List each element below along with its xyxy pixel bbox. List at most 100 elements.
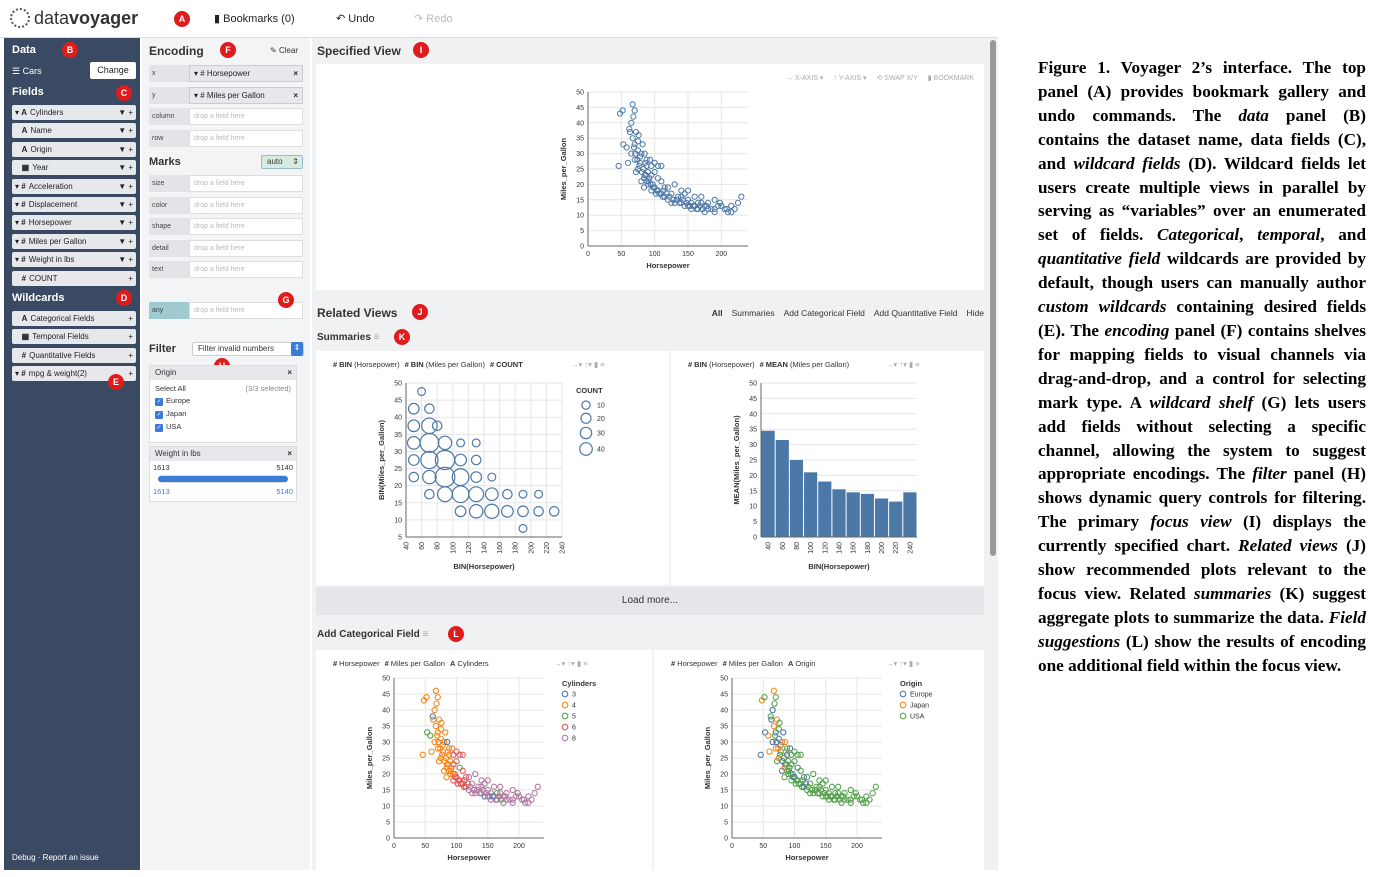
origin-option[interactable]: ✓ USA bbox=[150, 419, 296, 432]
related-tab[interactable]: Add Quantitative Field bbox=[873, 308, 958, 318]
shelf-slot[interactable]: drop a field here bbox=[189, 108, 303, 125]
wildcard-shelf[interactable]: any drop a field here bbox=[149, 302, 304, 319]
field-actions[interactable]: ▼ + bbox=[118, 181, 133, 191]
shelf-color[interactable]: color drop a field here bbox=[149, 196, 304, 214]
field-caret[interactable]: ▾ bbox=[15, 108, 22, 117]
bookmark-icon[interactable]: ▮ bbox=[593, 360, 601, 369]
field-caret[interactable] bbox=[15, 314, 22, 323]
field-actions[interactable]: ▼ + bbox=[118, 200, 133, 209]
field-caret[interactable] bbox=[15, 351, 22, 360]
add-field-icon[interactable]: + bbox=[128, 332, 133, 342]
y-axis-icon[interactable]: ↑▾ bbox=[899, 360, 909, 369]
field-actions[interactable]: ▼ + bbox=[118, 126, 133, 136]
field-pill[interactable]: ▾ # Weight in lbs ▼ + bbox=[12, 252, 136, 268]
x-axis-icon[interactable]: →▾ bbox=[554, 659, 568, 668]
field-caret[interactable] bbox=[15, 274, 22, 283]
field-pill[interactable]: A Origin ▼ + bbox=[12, 141, 136, 157]
field-caret[interactable]: ▾ bbox=[15, 181, 22, 191]
select-all-row[interactable]: Select All (3/3 selected) bbox=[150, 380, 296, 393]
related-tab[interactable]: Add Categorical Field bbox=[783, 308, 865, 318]
field-actions[interactable]: ▼ + bbox=[118, 144, 133, 154]
remove-field-icon[interactable]: × bbox=[293, 69, 298, 78]
wildcard-pill[interactable]: ▾ # mpg & weight(2) + bbox=[12, 366, 136, 382]
shelf-detail[interactable]: detail drop a field here bbox=[149, 239, 304, 257]
shelf-y[interactable]: y ▾ # Miles per Gallon × bbox=[149, 86, 304, 104]
mark-type-select[interactable]: auto ⇕ bbox=[261, 155, 303, 169]
origin-option[interactable]: ✓ Europe bbox=[150, 393, 296, 406]
weight-range-slider[interactable] bbox=[158, 475, 288, 483]
field-actions[interactable]: ▼ + bbox=[118, 218, 133, 228]
field-pill[interactable]: ▾ # Acceleration ▼ + bbox=[12, 178, 136, 194]
related-tab[interactable]: Summaries bbox=[731, 308, 775, 318]
shelf-slot[interactable]: drop a field here bbox=[189, 175, 303, 192]
checkbox-checked-icon[interactable]: ✓ bbox=[155, 398, 163, 406]
bookmarks-button[interactable]: ▮ Bookmarks (0) bbox=[214, 12, 295, 25]
shelf-x[interactable]: x ▾ # Horsepower × bbox=[149, 65, 304, 82]
shelf-row[interactable]: row drop a field here bbox=[149, 129, 304, 147]
shelf-size[interactable]: size drop a field here bbox=[149, 175, 304, 192]
field-actions[interactable]: + bbox=[128, 273, 133, 283]
shelf-slot[interactable]: drop a field here bbox=[189, 261, 303, 278]
load-more-button[interactable]: Load more... bbox=[316, 587, 984, 615]
bookmark-icon[interactable]: ▮ bbox=[908, 360, 916, 369]
change-dataset-button[interactable]: Change bbox=[90, 62, 136, 79]
scrollbar[interactable] bbox=[990, 40, 996, 556]
shelf-slot[interactable]: drop a field here bbox=[189, 239, 303, 257]
x-axis-icon[interactable]: →▾ bbox=[571, 360, 585, 369]
shelf-slot[interactable]: ▾ # Horsepower × bbox=[189, 65, 303, 82]
list-icon[interactable]: ≡ bbox=[915, 659, 920, 668]
list-icon[interactable]: ≡ bbox=[373, 332, 380, 343]
remove-filter-icon[interactable]: × bbox=[287, 449, 292, 458]
clear-button[interactable]: ✎ Clear bbox=[270, 46, 298, 55]
bookmark-icon[interactable]: ▮ bbox=[576, 659, 584, 668]
list-icon[interactable]: ≡ bbox=[600, 360, 605, 369]
field-pill[interactable]: # COUNT + bbox=[12, 270, 136, 286]
y-axis-icon[interactable]: ↑▾ bbox=[567, 659, 577, 668]
shelf-shape[interactable]: shape drop a field here bbox=[149, 218, 304, 235]
shelf-column[interactable]: column drop a field here bbox=[149, 108, 304, 125]
field-caret[interactable] bbox=[15, 332, 22, 341]
field-actions[interactable]: ▼ + bbox=[118, 108, 133, 117]
view-tool-button[interactable]: ↑ Y-AXIS ▾ bbox=[833, 75, 867, 82]
shelf-slot[interactable]: drop a field here bbox=[189, 218, 303, 235]
field-actions[interactable]: ▼ + bbox=[118, 163, 133, 173]
add-field-icon[interactable]: + bbox=[128, 369, 133, 379]
x-axis-icon[interactable]: →▾ bbox=[886, 659, 900, 668]
field-pill[interactable]: A Name ▼ + bbox=[12, 123, 136, 139]
field-caret[interactable]: ▾ bbox=[15, 255, 22, 265]
add-field-icon[interactable]: + bbox=[128, 350, 133, 360]
shelf-slot[interactable]: ▾ # Miles per Gallon × bbox=[189, 86, 303, 104]
related-tab[interactable]: All bbox=[711, 308, 723, 318]
field-caret[interactable] bbox=[15, 145, 22, 154]
wildcard-pill[interactable]: ▦ Temporal Fields + bbox=[12, 329, 136, 345]
field-pill[interactable]: ▾ # Horsepower ▼ + bbox=[12, 215, 136, 231]
shelf-slot[interactable]: drop a field here bbox=[189, 196, 303, 214]
y-axis-icon[interactable]: ↑▾ bbox=[899, 659, 909, 668]
undo-button[interactable]: ↶ Undo bbox=[336, 12, 375, 25]
view-tool-button[interactable]: ⟲ SWAP X/Y bbox=[876, 75, 918, 82]
field-caret[interactable]: ▾ bbox=[15, 369, 22, 379]
remove-field-icon[interactable]: × bbox=[293, 90, 298, 100]
field-caret[interactable]: ▾ bbox=[15, 200, 22, 209]
redo-button[interactable]: ↷ Redo bbox=[414, 12, 453, 25]
view-tool-button[interactable]: → X-AXIS ▾ bbox=[786, 75, 824, 82]
wildcard-shelf-slot[interactable]: drop a field here bbox=[189, 302, 303, 319]
field-actions[interactable]: ▼ + bbox=[118, 255, 133, 265]
bookmark-icon[interactable]: ▮ bbox=[908, 659, 916, 668]
shelf-text[interactable]: text drop a field here bbox=[149, 261, 304, 278]
field-pill[interactable]: ▾ # Displacement ▼ + bbox=[12, 197, 136, 212]
field-actions[interactable]: ▼ + bbox=[118, 236, 133, 246]
list-icon[interactable]: ≡ bbox=[583, 659, 588, 668]
shelf-slot[interactable]: drop a field here bbox=[189, 129, 303, 147]
remove-filter-icon[interactable]: × bbox=[287, 368, 292, 377]
filter-invalid-select[interactable]: Filter invalid numbers ⇕ bbox=[192, 342, 304, 356]
footer-links[interactable]: Debug · Report an issue bbox=[12, 853, 99, 862]
checkbox-checked-icon[interactable]: ✓ bbox=[155, 424, 163, 432]
wildcard-pill[interactable]: # Quantitative Fields + bbox=[12, 347, 136, 363]
y-axis-icon[interactable]: ↑▾ bbox=[584, 360, 594, 369]
list-icon[interactable]: ≡ bbox=[422, 629, 429, 640]
field-caret[interactable] bbox=[15, 163, 22, 172]
field-caret[interactable]: ▾ bbox=[15, 236, 22, 246]
view-tool-button[interactable]: ▮ BOOKMARK bbox=[927, 75, 974, 82]
related-tab[interactable]: Hide bbox=[966, 308, 984, 318]
